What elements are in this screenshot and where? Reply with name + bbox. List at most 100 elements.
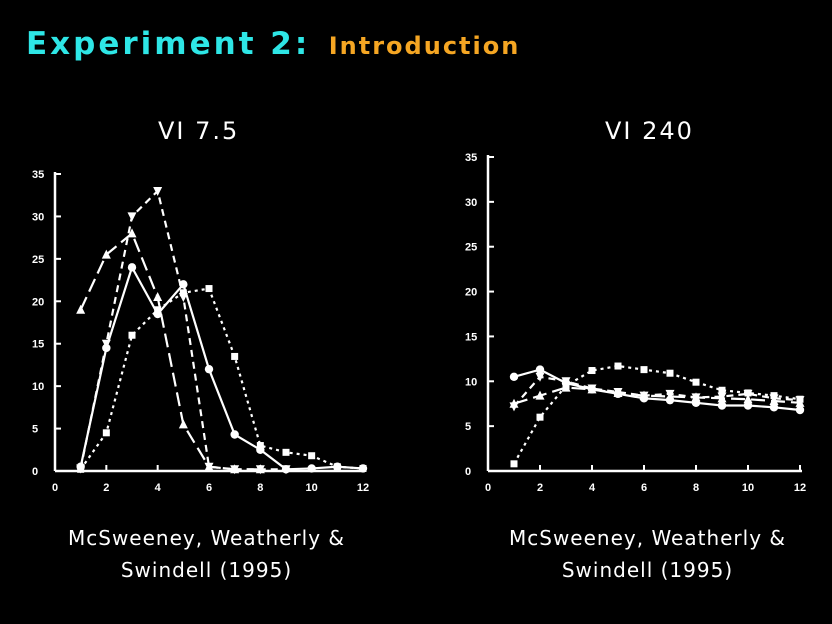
chart1-series-2-point: [561, 377, 571, 387]
chart-title-right: VI 240: [605, 117, 694, 145]
chart0-series-3-point: [205, 285, 213, 293]
chart0-y-tick-label: 15: [32, 339, 44, 351]
chart1-series-3-point: [614, 362, 622, 370]
chart0-series-2-point: [127, 212, 137, 222]
chart0-y-tick-label: 5: [32, 424, 38, 436]
chart1-series-0-point: [717, 401, 727, 410]
chart1-series-3-point: [718, 386, 726, 394]
chart1-x-tick-label: 0: [485, 482, 491, 494]
chart0-series-1-point: [76, 304, 86, 314]
chart1-series-2-point: [587, 384, 597, 394]
citation-right: McSweeney, Weatherly & Swindell (1995): [475, 522, 820, 586]
chart1-series-3-point: [796, 395, 804, 403]
chart1-series-2-point: [665, 389, 675, 399]
chart0-series-0-point: [179, 280, 188, 289]
chart0-series-3-point: [128, 331, 136, 339]
chart1-y-tick-label: 25: [465, 242, 477, 254]
chart1-series-0-point: [743, 401, 753, 410]
chart0-series-3-point: [77, 465, 85, 473]
chart0-series-3-point: [333, 463, 341, 471]
chart0-series-1-point: [101, 249, 111, 259]
chart0-series-0-point: [204, 364, 214, 374]
chart1-series-2-point: [509, 402, 519, 412]
chart1-series-2-point: [613, 388, 623, 398]
slide-title-main: Experiment 2:: [26, 26, 311, 62]
slide-title-sub: Introduction: [328, 32, 521, 60]
chart0-x-tick-label: 6: [206, 482, 212, 494]
chart1-x-tick-label: 12: [794, 482, 806, 494]
chart1-series-1-point: [535, 390, 545, 400]
chart0-series-3-point: [308, 452, 316, 460]
chart0-y-tick-label: 20: [32, 296, 44, 308]
chart0-series-3-point: [154, 306, 162, 314]
chart0-series-0-point: [230, 430, 239, 439]
chart1-series-2-point: [717, 392, 727, 402]
chart1-x-tick-label: 6: [641, 482, 647, 494]
chart0-series-2-point: [281, 465, 291, 475]
chart0-x-tick-label: 12: [357, 482, 369, 494]
chart0-series-3-point: [359, 464, 367, 472]
chart1-series-3-point: [510, 460, 518, 468]
chart1-y-tick-label: 5: [465, 421, 471, 433]
chart1-x-tick-label: 4: [589, 482, 596, 494]
chart1-series-1-line: [513, 386, 801, 405]
chart1-y-tick-label: 30: [465, 197, 477, 209]
chart1-series-0-point: [769, 403, 779, 412]
chart1-series-2-line: [513, 375, 801, 408]
chart1-y-tick-label: 35: [465, 152, 477, 164]
chart1-x-tick-label: 2: [537, 482, 543, 494]
chart0-series-3-point: [102, 429, 110, 437]
chart0-y-tick-label: 30: [32, 211, 44, 223]
chart1-x-tick-label: 10: [742, 482, 754, 494]
chart1-series-0-point: [535, 365, 545, 374]
chart0-y-tick-label: 10: [32, 381, 44, 393]
chart0-series-1-point: [127, 228, 137, 238]
chart1-series-2-point: [639, 391, 649, 401]
chart0-series-2-point: [153, 186, 163, 196]
chart0-series-2-point: [204, 462, 214, 472]
citation-right-line1: McSweeney, Weatherly &: [509, 526, 786, 550]
chart1-series-2-point: [535, 372, 545, 382]
chart1-series-0-point: [795, 405, 805, 415]
chart1-series-3-point: [744, 389, 752, 397]
chart1-y-tick-label: 20: [465, 287, 477, 299]
citation-right-line2: Swindell (1995): [561, 558, 734, 582]
chart1-series-3-point: [588, 367, 596, 375]
chart1-series-2-point: [691, 393, 701, 403]
chart0-series-3-point: [282, 448, 290, 456]
chart0-series-3-line: [79, 287, 364, 470]
chart0-series-2-point: [255, 465, 265, 475]
chart1-series-3-point: [640, 366, 648, 374]
chart1-series-3-point: [692, 378, 700, 386]
chart0-series-2-point: [230, 465, 240, 475]
chart0-series-1-point: [178, 419, 188, 429]
chart0-series-0-point: [127, 263, 137, 272]
chart0-x-tick-label: 10: [306, 482, 318, 494]
chart1-x-tick-label: 8: [693, 482, 699, 494]
slide-title: Experiment 2: Introduction: [26, 26, 520, 62]
chart1-series-0-point: [509, 372, 519, 381]
chart0-series-1-point: [153, 292, 163, 302]
chart0-x-tick-label: 4: [155, 482, 162, 494]
chart0-y-tick-label: 0: [32, 466, 38, 478]
chart0-series-2-point: [101, 339, 111, 349]
chart1-series-3-point: [562, 382, 570, 390]
chart0-series-0-line: [79, 266, 364, 471]
chart0-series-3-point: [179, 289, 187, 297]
chart0-y-tick-label: 35: [32, 169, 44, 181]
citation-left-line2: Swindell (1995): [120, 558, 293, 582]
chart0-series-1-line: [79, 232, 261, 471]
chart0-series-3-point: [231, 352, 239, 360]
citation-left: McSweeney, Weatherly & Swindell (1995): [34, 522, 379, 586]
chart0-series-3-point: [256, 442, 264, 450]
chart-title-left: VI 7.5: [158, 117, 240, 145]
chart0-series-0-point: [307, 464, 316, 473]
chart1-series-3-point: [770, 392, 778, 400]
chart1-y-tick-label: 15: [465, 331, 477, 343]
chart1-y-tick-label: 0: [465, 466, 471, 478]
chart1-series-3-point: [536, 413, 544, 421]
chart0-x-tick-label: 0: [52, 482, 58, 494]
chart0-y-tick-label: 25: [32, 254, 44, 266]
chart0-x-tick-label: 2: [103, 482, 109, 494]
